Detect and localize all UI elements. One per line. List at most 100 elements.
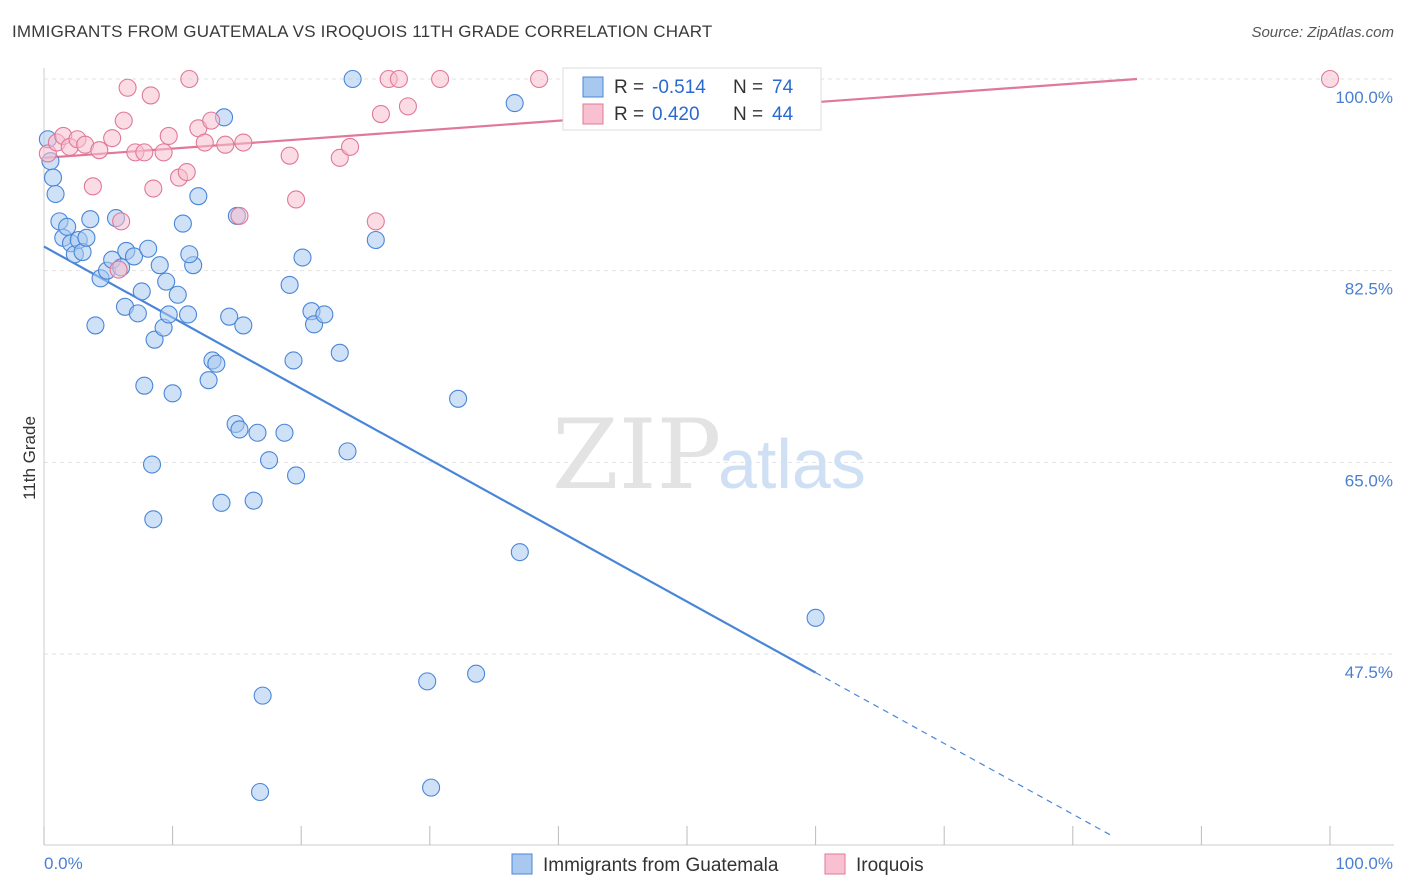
point-0-67 [418,672,437,691]
legend-swatch-guatemala [582,76,604,98]
point-0-68 [422,778,441,797]
x-tick-label-max: 100.0% [1335,854,1393,873]
point-0-11 [77,228,96,247]
legend-box [562,67,822,131]
point-1-23 [195,133,214,152]
point-1-41 [1320,69,1340,89]
y-tick-label-2: 82.5% [1345,280,1393,299]
point-0-24 [135,376,154,395]
bottom-legend-swatch-iroquois [824,853,846,875]
point-0-66 [366,230,385,250]
point-0-39 [189,187,208,206]
point-0-43 [212,493,231,512]
point-0-48 [230,420,249,439]
point-0-49 [234,316,253,335]
point-0-33 [163,384,182,403]
y-tick-label-0: 47.5% [1345,663,1393,682]
point-1-7 [90,141,109,160]
trend-extension-0 [815,672,1115,838]
point-0-6 [58,217,77,236]
bottom-legend-label-guatemala: Immigrants from Guatemala [543,855,779,876]
point-1-9 [109,260,128,279]
legend-n-label-1: N = [733,77,763,98]
point-1-21 [180,69,199,89]
series-legend: Immigrants from Guatemala Iroquois [511,853,924,876]
point-0-13 [86,316,105,335]
legend-n-value-2: 44 [772,104,794,125]
point-0-21 [124,247,144,266]
point-0-12 [81,210,100,229]
point-1-26 [230,206,249,225]
point-1-33 [371,104,390,124]
legend-r-label-1: R = [614,77,644,98]
point-0-26 [142,455,162,474]
point-0-71 [505,94,524,113]
point-1-18 [159,126,178,146]
legend-r-value-1: -0.514 [652,77,706,98]
point-0-34 [168,285,187,304]
point-0-62 [315,305,334,324]
point-0-38 [180,245,199,264]
legend-n-value-1: 74 [772,77,794,98]
point-1-24 [202,111,221,130]
point-0-29 [150,256,169,275]
bottom-legend-swatch-guatemala [511,853,533,875]
point-1-6 [83,177,102,196]
watermark-zip: ZIP [552,399,721,511]
point-1-20 [177,163,196,182]
correlation-legend: R = -0.514 N = 74 R = 0.420 N = 44 [562,67,822,131]
point-0-27 [144,510,163,529]
point-1-37 [431,69,450,89]
point-0-28 [145,330,164,349]
point-1-29 [287,190,306,209]
point-0-25 [139,239,158,258]
legend-r-label-2: R = [614,104,644,125]
point-0-53 [250,782,270,802]
point-0-36 [178,305,198,324]
point-1-8 [103,129,122,148]
point-0-50 [244,491,263,510]
chart-title: IMMIGRANTS FROM GUATEMALA VS IROQUOIS 11… [12,22,713,41]
point-0-40 [199,371,218,390]
point-0-63 [330,343,349,362]
y-tick-label-1: 65.0% [1345,471,1393,490]
legend-swatch-iroquois [582,103,604,125]
point-0-52 [253,686,272,705]
point-0-23 [132,282,151,301]
point-0-73 [806,608,825,627]
point-1-25 [216,135,235,154]
y-tick-labels: 47.5% 65.0% 82.5% 100.0% [1335,88,1393,682]
point-0-69 [449,389,468,408]
point-1-28 [280,146,299,165]
point-1-15 [141,86,160,105]
point-1-31 [341,137,360,156]
point-0-31 [157,272,176,291]
bottom-legend-label-iroquois: Iroquois [856,855,924,876]
point-1-16 [144,179,163,198]
x-tick-label-min: 0.0% [44,854,83,873]
source-label: Source: ZipAtlas.com [1251,24,1394,41]
point-1-11 [114,111,133,130]
y-axis-label: 11th Grade [20,416,39,500]
point-0-65 [343,69,362,89]
point-1-27 [234,133,253,152]
data-points [38,69,1340,802]
point-0-3 [46,184,65,204]
point-0-54 [259,451,279,470]
point-0-57 [284,351,303,370]
legend-n-label-2: N = [733,104,763,125]
point-1-12 [118,78,137,97]
point-0-64 [338,442,357,461]
point-0-72 [510,543,529,562]
watermark-atlas: atlas [718,425,866,503]
point-0-58 [287,466,306,485]
point-1-32 [366,212,385,231]
point-0-51 [248,423,267,442]
axes [43,68,1394,846]
point-1-38 [530,69,549,89]
point-1-17 [154,143,173,162]
point-1-10 [112,212,131,231]
point-0-70 [467,664,486,683]
point-0-35 [173,214,192,233]
